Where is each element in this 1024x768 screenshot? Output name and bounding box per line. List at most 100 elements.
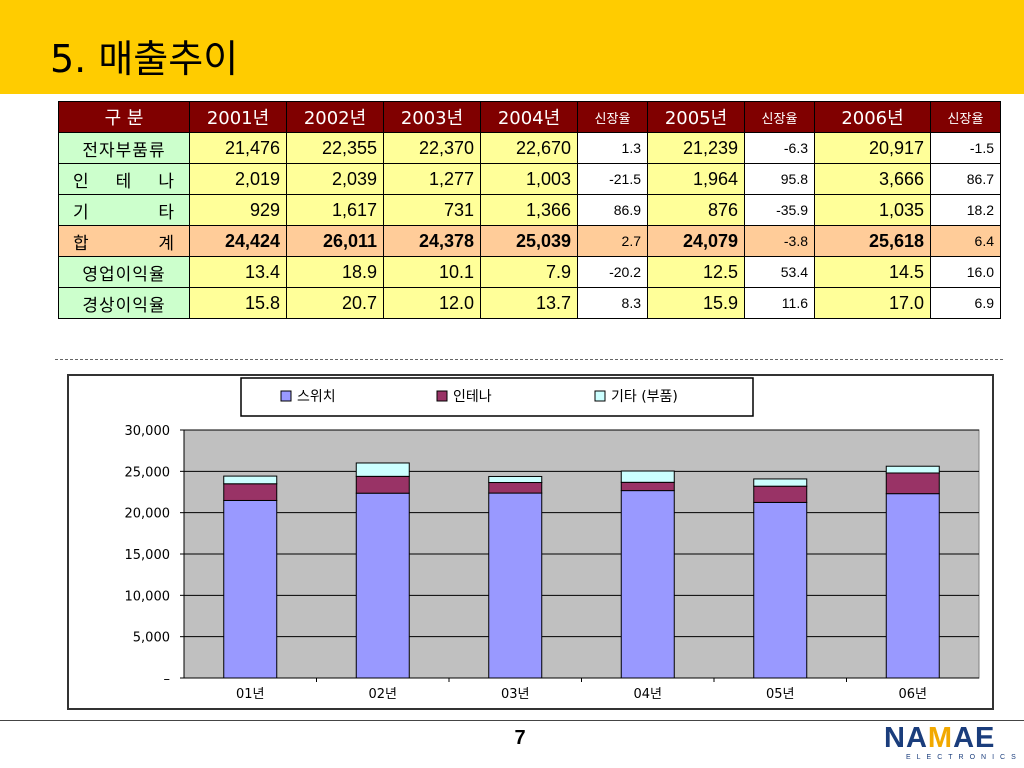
row-label: 합 계	[58, 225, 190, 257]
value-cell: 876	[647, 194, 745, 226]
value-cell: 18.9	[286, 256, 384, 288]
legend-swatch	[280, 390, 292, 402]
section-divider	[55, 359, 1003, 360]
value-cell: 10.1	[383, 256, 481, 288]
value-cell: 13.4	[189, 256, 287, 288]
table-row: 기 타 929 1,617 731 1,366 86.9 876 -35.9 1,035 18.2	[58, 194, 1001, 226]
value-cell: 2,019	[189, 163, 287, 195]
growth-rate-cell: -1.5	[930, 132, 1001, 164]
y-tick-label: 25,000	[125, 465, 171, 480]
bar-segment	[885, 493, 940, 679]
value-cell: 15.9	[647, 287, 745, 319]
bar-segment	[355, 492, 410, 679]
growth-rate-cell: 6.9	[930, 287, 1001, 319]
x-tick-label: 02년	[368, 687, 397, 702]
table-body: 전자부품류 21,476 22,355 22,370 22,670 1.3 21,239 -6…	[58, 132, 1001, 319]
value-cell: 24,079	[647, 225, 745, 257]
growth-rate-cell: 6.4	[930, 225, 1001, 257]
header-year: 2006년	[814, 101, 931, 133]
growth-rate-cell: 11.6	[744, 287, 815, 319]
header-year: 2004년	[480, 101, 578, 133]
value-cell: 20,917	[814, 132, 931, 164]
page-title: 5. 매출추이	[50, 37, 239, 81]
growth-rate-cell: 8.3	[577, 287, 648, 319]
growth-rate-cell: 16.0	[930, 256, 1001, 288]
company-logo: NAMAE ELECTRONICS	[884, 724, 1020, 766]
growth-rate-cell: 2.7	[577, 225, 648, 257]
y-tick-label: 15,000	[125, 548, 171, 563]
value-cell: 24,424	[189, 225, 287, 257]
header-year: 2001년	[189, 101, 287, 133]
page-number: 7	[514, 727, 526, 749]
header-category: 구 분	[58, 101, 190, 133]
header-year: 2002년	[286, 101, 384, 133]
y-tick-label: 20,000	[125, 507, 171, 522]
x-tick-label: 04년	[633, 687, 662, 702]
sales-table: 구 분 2001년 2002년 2003년 2004년 신장율 2005년 신장…	[58, 101, 1001, 319]
legend-swatch	[594, 390, 606, 402]
bar-segment	[620, 470, 675, 483]
growth-rate-cell: -21.5	[577, 163, 648, 195]
table-row: 합 계 24,424 26,011 24,378 25,039 2.7 24,079 -3.8…	[58, 225, 1001, 257]
header-year: 2003년	[383, 101, 481, 133]
bar-segment	[223, 475, 278, 485]
bar-segment	[223, 499, 278, 679]
bar-segment	[885, 472, 940, 495]
bar-segment	[753, 478, 808, 487]
value-cell: 12.0	[383, 287, 481, 319]
value-cell: 22,355	[286, 132, 384, 164]
header-growth-rate: 신장율	[930, 101, 1001, 133]
row-label: 인 테 나	[58, 163, 190, 195]
value-cell: 1,964	[647, 163, 745, 195]
growth-rate-cell: -20.2	[577, 256, 648, 288]
growth-rate-cell: 1.3	[577, 132, 648, 164]
x-tick-label: 06년	[898, 687, 927, 702]
value-cell: 21,239	[647, 132, 745, 164]
bar-segment	[355, 462, 410, 477]
chart-canvas: 스위치 인테나 기타 (부품) – 5,000 10,000 15,000 20,000 25,…	[125, 377, 980, 702]
value-cell: 3,666	[814, 163, 931, 195]
bar-segment	[753, 485, 808, 503]
bar-segment	[753, 501, 808, 679]
value-cell: 12.5	[647, 256, 745, 288]
y-tick-label: 10,000	[125, 589, 171, 604]
value-cell: 15.8	[189, 287, 287, 319]
growth-rate-cell: 86.9	[577, 194, 648, 226]
legend-swatch	[436, 390, 448, 402]
x-tick-label: 03년	[501, 687, 530, 702]
value-cell: 1,003	[480, 163, 578, 195]
growth-rate-cell: 86.7	[930, 163, 1001, 195]
value-cell: 929	[189, 194, 287, 226]
value-cell: 731	[383, 194, 481, 226]
footer-divider	[0, 720, 1024, 721]
value-cell: 25,618	[814, 225, 931, 257]
value-cell: 1,617	[286, 194, 384, 226]
value-cell: 22,670	[480, 132, 578, 164]
logo-wordmark: NAMAE	[884, 722, 996, 754]
table-header-row: 구 분 2001년 2002년 2003년 2004년 신장율 2005년 신장…	[58, 101, 1001, 133]
legend-label: 스위치	[297, 389, 336, 405]
value-cell: 14.5	[814, 256, 931, 288]
value-cell: 1,366	[480, 194, 578, 226]
y-tick-label: 30,000	[125, 424, 171, 439]
value-cell: 22,370	[383, 132, 481, 164]
value-cell: 1,277	[383, 163, 481, 195]
header-year: 2005년	[647, 101, 745, 133]
bar-segment	[355, 475, 410, 494]
growth-rate-cell: -6.3	[744, 132, 815, 164]
y-tick-label: –	[164, 672, 171, 687]
row-label: 경상이익율	[58, 287, 190, 319]
bar-segment	[620, 481, 675, 492]
value-cell: 17.0	[814, 287, 931, 319]
bar-segment	[885, 465, 940, 474]
logo-subtitle: ELECTRONICS	[906, 754, 1022, 761]
table-row: 인 테 나 2,019 2,039 1,277 1,003 -21.5 1,964 95.8 3…	[58, 163, 1001, 195]
growth-rate-cell: -35.9	[744, 194, 815, 226]
legend-label: 기타 (부품)	[611, 389, 678, 405]
value-cell: 24,378	[383, 225, 481, 257]
table-row: 영업이익율 13.4 18.9 10.1 7.9 -20.2 12.5 53.4 14.5 16.…	[58, 256, 1001, 288]
row-label: 영업이익율	[58, 256, 190, 288]
value-cell: 13.7	[480, 287, 578, 319]
bar-segment	[620, 490, 675, 679]
row-label: 기 타	[58, 194, 190, 226]
